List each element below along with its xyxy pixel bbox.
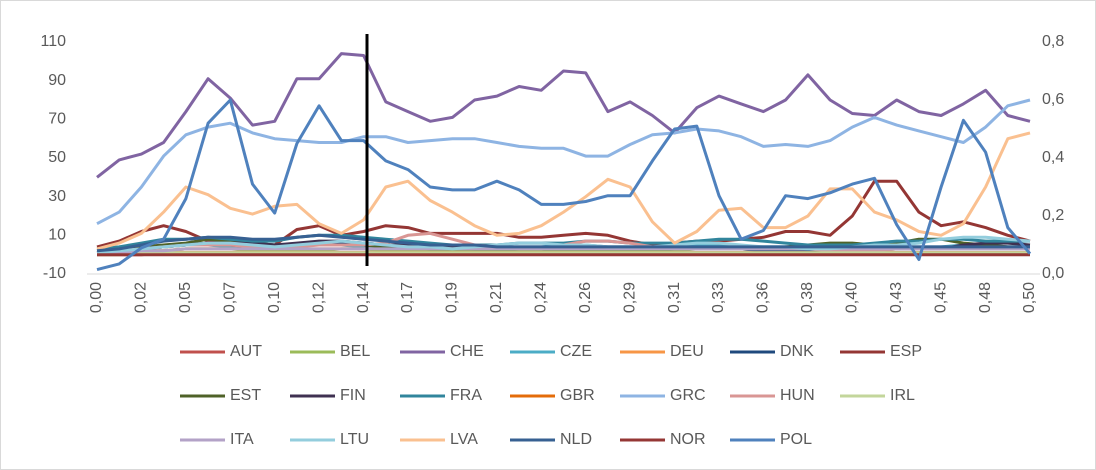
x-tick-label: 0,19	[444, 282, 461, 313]
legend-label: AUT	[230, 343, 262, 360]
x-tick-label: 0,31	[666, 282, 683, 313]
x-tick-label: 0,14	[355, 282, 372, 313]
legend-label: POL	[780, 431, 812, 448]
x-tick-label: 0,05	[177, 282, 194, 313]
x-tick-label: 0,36	[755, 282, 772, 313]
x-tick-label: 0,02	[133, 282, 150, 313]
y-tick-label: 50	[48, 149, 66, 166]
legend-label: CZE	[560, 343, 592, 360]
x-tick-label: 0,38	[799, 282, 816, 313]
series-line	[96, 233, 1030, 253]
series-line	[96, 235, 1031, 255]
x-tick-label: 0,07	[222, 282, 239, 313]
y-tick-label: -10	[43, 265, 66, 282]
legend-label: FRA	[450, 387, 482, 404]
series-line	[97, 251, 1030, 257]
y-tick-label: 10	[48, 227, 66, 244]
legend-label: DEU	[670, 343, 704, 360]
y2-tick-label: 0,2	[1042, 207, 1064, 224]
y-tick-label: 90	[48, 72, 66, 89]
series-line	[96, 52, 1031, 179]
x-tick-label: 0,40	[844, 282, 861, 313]
x-tick-label: 0,48	[977, 282, 994, 313]
x-tick-label: 0,12	[310, 282, 327, 313]
series-line	[96, 233, 1030, 251]
series-line	[97, 247, 1030, 255]
legend-label: ITA	[230, 431, 254, 448]
legend-label: NOR	[670, 431, 706, 448]
x-tick-label: 0,26	[577, 282, 594, 313]
legend-label: EST	[230, 387, 261, 404]
x-tick-label: 0,50	[1021, 282, 1038, 313]
legend-label: FIN	[340, 387, 366, 404]
y-tick-label: 30	[48, 188, 66, 205]
x-tick-label: 0,21	[488, 282, 505, 313]
series-line	[96, 98, 1031, 226]
x-tick-label: 0,43	[888, 282, 905, 313]
x-tick-label: 0,29	[621, 282, 638, 313]
legend-label: LTU	[340, 431, 369, 448]
x-tick-label: 0,17	[399, 282, 416, 313]
series-line	[96, 131, 1031, 251]
legend-label: GRC	[670, 387, 706, 404]
x-tick-label: 0,33	[710, 282, 727, 313]
y-tick-label: 110	[40, 33, 66, 50]
legend-label: NLD	[560, 431, 592, 448]
legend-label: ESP	[890, 343, 922, 360]
x-tick-label: 0,10	[266, 282, 283, 313]
legend-label: HUN	[780, 387, 815, 404]
legend-label: LVA	[450, 431, 478, 448]
y2-tick-label: 0,8	[1042, 33, 1064, 50]
x-tick-label: 0,00	[88, 282, 105, 313]
y2-tick-label: 0,0	[1042, 265, 1064, 282]
x-tick-label: 0,24	[533, 282, 550, 313]
legend-label: BEL	[340, 343, 370, 360]
series-line	[96, 98, 1032, 272]
x-tick-label: 0,45	[932, 282, 949, 313]
legend-label: IRL	[890, 387, 915, 404]
legend-label: GBR	[560, 387, 595, 404]
legend-label: DNK	[780, 343, 814, 360]
y2-tick-label: 0,6	[1042, 91, 1064, 108]
legend-label: CHE	[450, 343, 484, 360]
y-tick-label: 70	[48, 111, 66, 128]
y2-tick-label: 0,4	[1042, 149, 1064, 166]
